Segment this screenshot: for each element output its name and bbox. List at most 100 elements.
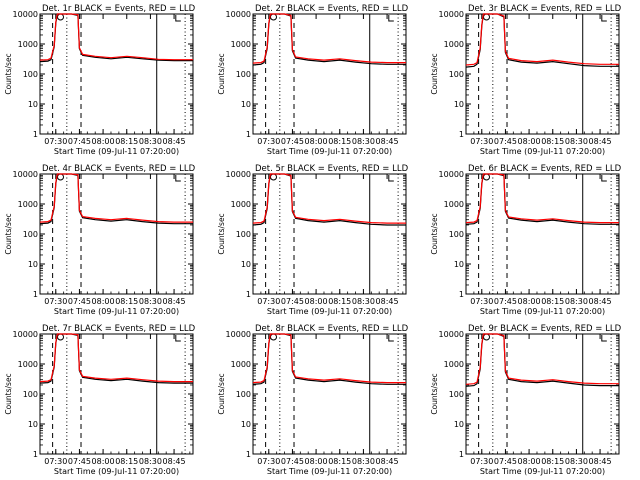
y-tick-label: 1 [459, 290, 464, 299]
detector-panel-7: Det. 7r BLACK = Events, RED = LLD Counts/… [4, 324, 196, 476]
plot-frame [252, 13, 407, 135]
lld-series-line [39, 13, 193, 61]
plot-frame [252, 173, 407, 295]
x-tick-label: 08:00 [305, 137, 328, 146]
x-tick-label: 07:30 [257, 137, 280, 146]
corner-marker [601, 15, 607, 22]
x-tick-label: 08:15 [541, 137, 564, 146]
events-series-line [252, 173, 406, 226]
plot-frame [465, 333, 620, 455]
x-axis-label: Start Time (09-Jul-11 07:20:00) [54, 467, 179, 476]
x-tick-label: 08:45 [589, 457, 612, 466]
corner-marker [175, 335, 181, 342]
y-axis-label: Counts/sec [217, 373, 226, 414]
y-tick-label: 1 [459, 130, 464, 139]
y-tick-label: 10000 [13, 10, 38, 19]
x-tick-label: 07:45 [68, 137, 91, 146]
x-tick-label: 08:15 [328, 297, 351, 306]
x-tick-label: 08:00 [305, 457, 328, 466]
x-tick-label: 07:45 [281, 457, 304, 466]
x-tick-label: 08:00 [518, 137, 541, 146]
events-series-line [252, 333, 406, 385]
x-tick-label: 07:30 [44, 137, 67, 146]
plot-frame [465, 173, 620, 295]
y-tick-label: 1 [246, 290, 251, 299]
detector-panel-2: Det. 2r BLACK = Events, RED = LLD Counts/… [217, 4, 409, 156]
peak-marker-circle [270, 333, 278, 341]
lld-series-line [465, 333, 619, 385]
corner-marker [175, 175, 181, 182]
detector-panel-4: Det. 4r BLACK = Events, RED = LLD Counts/… [4, 164, 196, 316]
y-tick-label: 1 [33, 450, 38, 459]
y-tick-label: 1000 [444, 40, 464, 49]
events-series-line [39, 173, 193, 225]
plot-frame [39, 13, 194, 135]
x-tick-label: 07:45 [68, 297, 91, 306]
x-tick-label: 08:15 [328, 137, 351, 146]
lld-series-line [252, 333, 406, 384]
x-tick-label: 08:30 [352, 457, 375, 466]
x-tick-label: 07:45 [494, 457, 517, 466]
x-axis-label: Start Time (09-Jul-11 07:20:00) [480, 147, 605, 156]
events-series-line [465, 173, 619, 225]
peak-marker-circle [57, 333, 65, 341]
y-tick-label: 10 [241, 420, 251, 429]
x-tick-label: 08:30 [565, 457, 588, 466]
x-tick-label: 08:45 [589, 297, 612, 306]
y-tick-label: 10 [241, 100, 251, 109]
y-axis-label: Counts/sec [430, 53, 439, 94]
chart-title: Det. 2r BLACK = Events, RED = LLD [255, 4, 409, 14]
peak-marker-circle [270, 173, 278, 181]
x-tick-label: 08:45 [376, 297, 399, 306]
x-tick-label: 07:30 [44, 457, 67, 466]
y-tick-label: 10000 [226, 330, 251, 339]
y-tick-label: 10000 [226, 170, 251, 179]
y-axis-label: Counts/sec [217, 213, 226, 254]
x-tick-label: 07:30 [257, 457, 280, 466]
y-tick-label: 1 [33, 130, 38, 139]
x-tick-label: 08:15 [115, 457, 138, 466]
lld-series-line [465, 173, 619, 224]
detector-panel-6: Det. 6r BLACK = Events, RED = LLD Counts/… [430, 164, 622, 316]
y-tick-label: 10000 [13, 330, 38, 339]
y-tick-label: 1 [459, 450, 464, 459]
x-tick-label: 07:30 [470, 297, 493, 306]
x-tick-label: 08:45 [376, 457, 399, 466]
y-tick-label: 10000 [439, 170, 464, 179]
x-tick-label: 08:30 [352, 297, 375, 306]
events-series-line [465, 333, 619, 387]
x-tick-label: 08:00 [518, 457, 541, 466]
x-tick-label: 07:30 [44, 297, 67, 306]
chart-title: Det. 1r BLACK = Events, RED = LLD [42, 4, 196, 14]
x-tick-label: 07:45 [494, 137, 517, 146]
chart-title: Det. 3r BLACK = Events, RED = LLD [468, 4, 622, 14]
peak-marker-circle [483, 333, 491, 341]
plot-frame [465, 13, 620, 135]
events-series-line [465, 13, 619, 68]
corner-marker [388, 175, 394, 182]
detector-panel-5: Det. 5r BLACK = Events, RED = LLD Counts/… [217, 164, 409, 316]
y-tick-label: 1000 [444, 360, 464, 369]
x-axis-label: Start Time (09-Jul-11 07:20:00) [480, 307, 605, 316]
x-tick-label: 08:45 [376, 137, 399, 146]
y-tick-label: 1 [246, 130, 251, 139]
x-tick-label: 08:45 [163, 297, 186, 306]
y-tick-label: 10 [454, 100, 464, 109]
detector-panel-8: Det. 8r BLACK = Events, RED = LLD Counts/… [217, 324, 409, 476]
x-tick-label: 08:45 [589, 137, 612, 146]
peak-marker-circle [57, 173, 65, 181]
lld-series-line [39, 333, 193, 383]
x-tick-label: 08:45 [163, 457, 186, 466]
x-tick-label: 07:30 [470, 137, 493, 146]
peak-marker-circle [483, 13, 491, 21]
x-tick-label: 08:15 [541, 457, 564, 466]
y-tick-label: 100 [236, 70, 251, 79]
x-tick-label: 07:45 [494, 297, 517, 306]
x-tick-label: 07:45 [68, 457, 91, 466]
x-tick-label: 08:00 [92, 457, 115, 466]
y-tick-label: 1000 [18, 40, 38, 49]
x-axis-label: Start Time (09-Jul-11 07:20:00) [267, 147, 392, 156]
x-tick-label: 08:30 [565, 297, 588, 306]
events-series-line [39, 13, 193, 63]
